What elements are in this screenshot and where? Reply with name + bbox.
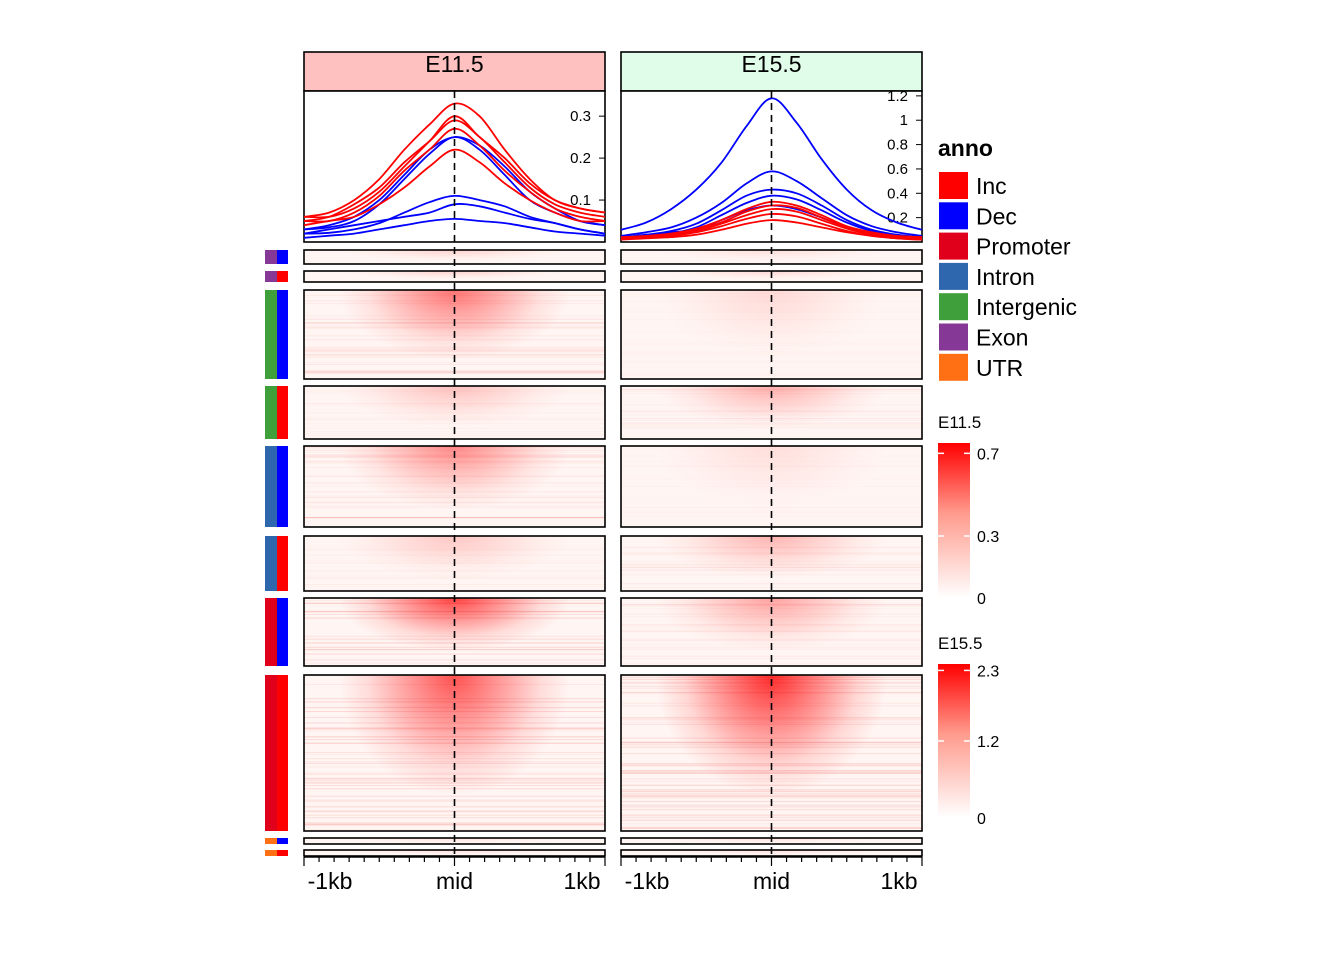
legend-swatch-Promoter <box>939 232 968 260</box>
dir-bar-Inc <box>277 850 288 856</box>
panel-header-E11.5 <box>303 51 606 92</box>
legend-label-Intergenic: Intergenic <box>976 294 1077 320</box>
legend-title: anno <box>938 135 993 161</box>
dir-bar-Inc <box>277 271 288 282</box>
color-scale-label: 2.3 <box>977 663 999 680</box>
anno-bar-Intron <box>265 536 277 591</box>
color-scale-label: 0 <box>977 811 986 828</box>
panel-header-E15.5 <box>620 51 923 92</box>
dir-bar-Inc <box>277 386 288 439</box>
anno-bar-Intergenic <box>265 386 277 439</box>
profile-tick-label: 0.4 <box>887 185 908 202</box>
anno-bar-UTR <box>265 838 277 844</box>
legend-swatch-Inc <box>939 172 968 199</box>
profile-line-UTR-Inc <box>620 219 923 241</box>
legend-swatch-Intergenic <box>939 293 968 321</box>
dir-bar-Inc <box>277 536 288 591</box>
profile-line-Promoter-Inc <box>620 97 923 231</box>
profile-tick-label: 1.2 <box>887 88 908 105</box>
dir-bar-Inc <box>277 675 288 831</box>
x-axis-label: mid <box>436 868 473 894</box>
anno-bar-Promoter <box>265 598 277 666</box>
row-annotations <box>265 250 288 856</box>
heatmap-frame <box>620 674 923 832</box>
profile-line-Promoter-Dec <box>620 170 923 237</box>
profile-tick-label: 0.3 <box>570 108 591 125</box>
anno-bar-Promoter <box>265 675 277 831</box>
anno-bar-Intergenic <box>265 290 277 379</box>
dir-bar-Dec <box>277 446 288 527</box>
x-axis-label: 1kb <box>880 868 917 894</box>
legend-swatch-Intron <box>939 262 968 290</box>
anno-bar-UTR <box>265 850 277 856</box>
legend-label-Exon: Exon <box>976 325 1028 351</box>
profile-tick-label: 0.6 <box>887 161 908 178</box>
legend-label-UTR: UTR <box>976 355 1023 381</box>
profile-tick-label: 1 <box>900 112 908 129</box>
x-axis-label: mid <box>753 868 790 894</box>
dir-bar-Dec <box>277 250 288 264</box>
profile-tick-label: 0.2 <box>570 150 591 167</box>
color-scale-title: E15.5 <box>938 634 982 653</box>
color-scale-label: 0.3 <box>977 529 999 546</box>
panel-title-E15.5: E15.5 <box>741 51 801 77</box>
profile-line-Exon-Inc <box>620 208 923 240</box>
color-scale-title: E11.5 <box>938 413 981 432</box>
anno-bar-Exon <box>265 271 277 282</box>
legend-label-Dec: Dec <box>976 203 1017 229</box>
x-axis-label: -1kb <box>308 868 353 894</box>
color-scale-E15.5: E15.5 2.3 1.2 0 <box>938 634 999 828</box>
x-axis-label: -1kb <box>625 868 670 894</box>
color-scale-bar <box>938 443 970 598</box>
anno-bar-Exon <box>265 250 277 264</box>
legend-swatch-UTR <box>939 353 968 381</box>
dir-bar-Dec <box>277 838 288 844</box>
heatmap-fill <box>621 250 922 264</box>
legend-anno: anno Inc Dec Promoter Intron Intergenic Exon UT… <box>938 135 1077 381</box>
color-scale-label: 0.7 <box>977 446 999 463</box>
panel-title-E11.5: E11.5 <box>425 51 483 77</box>
panel-E11.5: E11.5 0.1 0.2 0.3 -1kb mid 1kb <box>303 51 606 894</box>
dir-bar-Dec <box>277 598 288 666</box>
panel-E15.5: E15.5 0.2 0.4 0.6 0.8 1 1.2 -1kb mid 1kb <box>620 51 923 894</box>
color-scale-label: 1.2 <box>977 734 999 751</box>
legend-swatch-Dec <box>939 202 968 230</box>
heatmap-frame <box>303 674 606 832</box>
anno-bar-Intron <box>265 446 277 527</box>
legend-label-Intron: Intron <box>976 264 1035 290</box>
legend-label-Promoter: Promoter <box>976 234 1071 260</box>
color-scale-label: 0 <box>977 591 986 608</box>
profile-line-UTR-Dec <box>303 217 606 239</box>
dir-bar-Dec <box>277 290 288 379</box>
color-scale-E11.5: E11.5 0.7 0.3 0 <box>938 413 999 608</box>
profile-line-UTR-Inc <box>303 148 606 227</box>
profile-tick-label: 0.2 <box>887 210 908 227</box>
legend-label-Inc: Inc <box>976 173 1007 199</box>
profile-tick-label: 0.1 <box>570 192 591 209</box>
legend-swatch-Exon <box>939 323 968 351</box>
heatmap-fill <box>304 250 605 264</box>
profile-tick-label: 0.8 <box>887 137 908 154</box>
x-axis-label: 1kb <box>563 868 600 894</box>
